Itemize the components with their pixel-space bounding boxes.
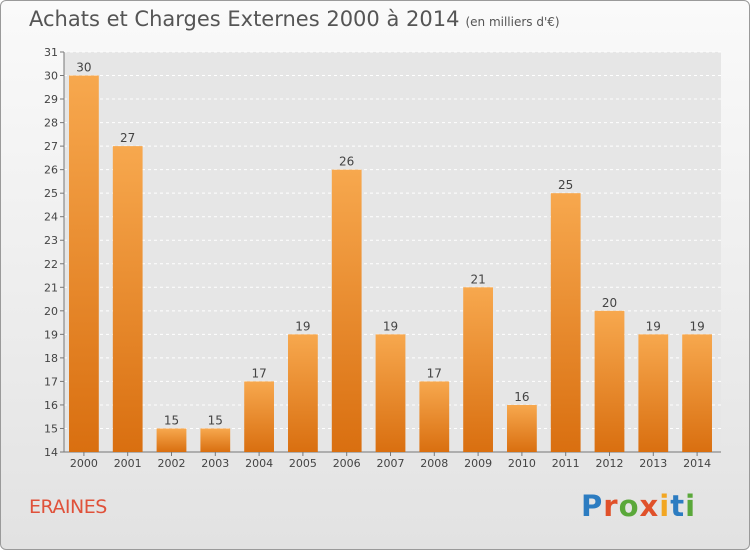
y-tick-label: 21 <box>44 281 58 294</box>
y-tick-label: 24 <box>44 211 58 224</box>
commune-name: ERAINES <box>29 496 107 518</box>
logo-letter: P <box>581 489 604 523</box>
y-tick-label: 16 <box>44 399 58 412</box>
bar-2006 <box>331 169 362 452</box>
x-tick-label-2010: 2010 <box>508 457 536 470</box>
bar-2011 <box>550 193 581 453</box>
logo-letter: o <box>618 489 640 523</box>
y-tick-label: 17 <box>44 375 58 388</box>
y-tick-label: 18 <box>44 352 58 365</box>
y-tick-label: 19 <box>44 328 58 341</box>
x-tick-label-2011: 2011 <box>552 457 580 470</box>
data-label-2012: 20 <box>602 296 617 310</box>
data-label-2000: 30 <box>76 61 91 75</box>
y-tick-label: 22 <box>44 258 58 271</box>
x-tick-label-2014: 2014 <box>683 457 711 470</box>
data-label-2014: 19 <box>689 319 704 333</box>
x-tick-label-2013: 2013 <box>639 457 667 470</box>
data-label-2009: 21 <box>470 272 485 286</box>
y-tick-label: 25 <box>44 187 58 200</box>
x-tick-label-2003: 2003 <box>201 457 229 470</box>
data-label-2003: 15 <box>208 413 223 427</box>
bar-2007 <box>375 334 406 452</box>
logo-letter: i <box>659 489 671 523</box>
bar-2009 <box>463 287 493 452</box>
x-tick-label-2008: 2008 <box>420 457 448 470</box>
x-tick-label-2004: 2004 <box>245 457 273 470</box>
bar-2014 <box>682 334 712 452</box>
x-tick-label-2006: 2006 <box>333 457 361 470</box>
bar-2003 <box>200 428 231 452</box>
y-tick-label: 28 <box>44 117 58 130</box>
chart-subtitle: (en milliers d'€) <box>465 15 560 29</box>
data-label-2001: 27 <box>120 131 135 145</box>
x-tick-label-2001: 2001 <box>114 457 142 470</box>
y-tick-label: 27 <box>44 140 58 153</box>
bar-2012 <box>594 310 625 452</box>
x-tick-label-2005: 2005 <box>289 457 317 470</box>
x-tick-label-2002: 2002 <box>158 457 186 470</box>
logo-letter: t <box>670 489 686 523</box>
bar-2002 <box>156 428 187 452</box>
logo-letter: r <box>603 489 619 523</box>
data-label-2013: 19 <box>646 319 661 333</box>
chart-title: Achats et Charges Externes 2000 à 2014 (e… <box>29 7 560 31</box>
y-tick-label: 23 <box>44 234 58 247</box>
y-tick-label: 31 <box>44 46 58 59</box>
logo-letter: i <box>685 489 697 523</box>
bar-2010 <box>507 404 537 452</box>
bar-2001 <box>112 146 143 452</box>
y-tick-label: 29 <box>44 93 58 106</box>
y-tick-label: 14 <box>44 446 58 459</box>
bar-2005 <box>288 334 318 452</box>
x-tick-label-2009: 2009 <box>464 457 492 470</box>
y-tick-label: 20 <box>44 305 58 318</box>
y-tick-label: 15 <box>44 422 58 435</box>
bar-2008 <box>419 381 450 452</box>
data-label-2011: 25 <box>558 178 573 192</box>
logo-letter: x <box>639 489 660 523</box>
data-label-2004: 17 <box>251 366 266 380</box>
y-tick-label: 26 <box>44 164 58 177</box>
bar-2013 <box>638 334 669 452</box>
y-tick-label: 30 <box>44 70 58 83</box>
proxiti-logo[interactable]: Proxiti <box>581 489 696 523</box>
data-label-2010: 16 <box>514 390 529 404</box>
data-label-2006: 26 <box>339 155 354 169</box>
x-tick-label-2012: 2012 <box>596 457 624 470</box>
bar-2000 <box>69 75 99 452</box>
chart-title-text: Achats et Charges Externes 2000 à 2014 <box>29 7 460 31</box>
data-label-2008: 17 <box>427 366 442 380</box>
data-label-2002: 15 <box>164 413 179 427</box>
data-label-2007: 19 <box>383 319 398 333</box>
x-tick-label-2000: 2000 <box>70 457 98 470</box>
data-label-2005: 19 <box>295 319 310 333</box>
x-tick-label-2007: 2007 <box>377 457 405 470</box>
bar-2004 <box>244 381 274 452</box>
